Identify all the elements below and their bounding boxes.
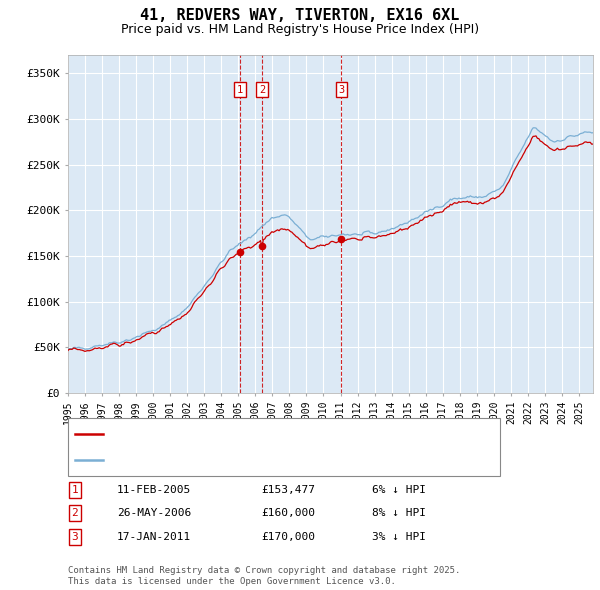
Text: HPI: Average price, semi-detached house, Mid Devon: HPI: Average price, semi-detached house,… xyxy=(109,455,421,465)
Text: Price paid vs. HM Land Registry's House Price Index (HPI): Price paid vs. HM Land Registry's House … xyxy=(121,23,479,36)
Text: 3: 3 xyxy=(338,84,344,94)
Text: 1: 1 xyxy=(237,84,243,94)
Text: 17-JAN-2011: 17-JAN-2011 xyxy=(117,532,191,542)
Text: 1: 1 xyxy=(71,485,79,494)
Text: 2: 2 xyxy=(71,509,79,518)
Text: 41, REDVERS WAY, TIVERTON, EX16 6XL (semi-detached house): 41, REDVERS WAY, TIVERTON, EX16 6XL (sem… xyxy=(109,430,465,440)
Text: 3: 3 xyxy=(71,532,79,542)
Text: Contains HM Land Registry data © Crown copyright and database right 2025.
This d: Contains HM Land Registry data © Crown c… xyxy=(68,566,460,586)
Text: 3% ↓ HPI: 3% ↓ HPI xyxy=(372,532,426,542)
Text: 8% ↓ HPI: 8% ↓ HPI xyxy=(372,509,426,518)
Text: £153,477: £153,477 xyxy=(261,485,315,494)
Text: £160,000: £160,000 xyxy=(261,509,315,518)
Text: 26-MAY-2006: 26-MAY-2006 xyxy=(117,509,191,518)
Text: 2: 2 xyxy=(259,84,265,94)
Text: 6% ↓ HPI: 6% ↓ HPI xyxy=(372,485,426,494)
Text: 11-FEB-2005: 11-FEB-2005 xyxy=(117,485,191,494)
Text: 41, REDVERS WAY, TIVERTON, EX16 6XL: 41, REDVERS WAY, TIVERTON, EX16 6XL xyxy=(140,8,460,23)
Text: £170,000: £170,000 xyxy=(261,532,315,542)
